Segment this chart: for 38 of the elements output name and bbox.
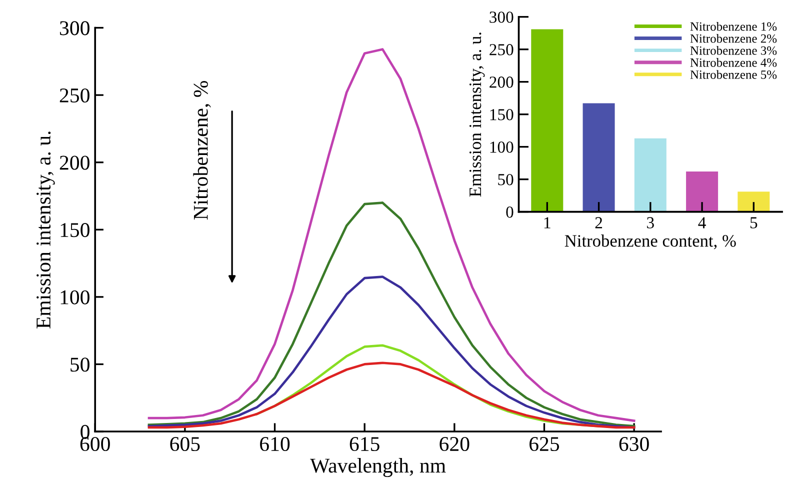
x-tick-label: 5 — [750, 217, 758, 228]
x-tick-label: 3 — [647, 217, 654, 228]
legend-label: Nitrobenzene 1% — [690, 22, 777, 31]
y-tick-label: 150 — [60, 223, 90, 238]
x-tick-label: 1 — [544, 217, 550, 228]
legend-label: Nitrobenzene 4% — [690, 58, 777, 67]
y-tick-label: 100 — [490, 142, 514, 153]
y-tick-label: 100 — [60, 290, 90, 304]
x-tick-label: 630 — [619, 436, 649, 452]
annotation: Nitrobenzene, % — [193, 80, 211, 220]
y-tick-label: 50 — [70, 358, 90, 372]
y-axis-title: Emission intensity, a. u. — [469, 32, 485, 197]
legend-label: Nitrobenzene 3% — [690, 46, 777, 55]
legend-label: Nitrobenzene 2% — [690, 34, 777, 43]
y-tick-label: 300 — [490, 12, 514, 23]
line-series — [148, 276, 636, 429]
y-tick-label: 50 — [498, 174, 514, 186]
x-tick-label: 620 — [440, 436, 470, 452]
x-tick-label: 600 — [80, 436, 110, 452]
x-tick-label: 625 — [530, 437, 560, 452]
y-tick-label: 200 — [490, 76, 514, 88]
x-tick-label: 610 — [260, 436, 290, 452]
x-axis-title: Nitrobenzene content, % — [564, 234, 736, 250]
line-series — [148, 362, 636, 429]
x-tick-label: 2 — [595, 217, 602, 228]
legend-label: Nitrobenzene 5% — [690, 70, 777, 79]
y-tick-label: 0 — [80, 424, 90, 439]
y-axis-title: Emission intensity, a. u. — [36, 132, 55, 328]
y-tick-label: 150 — [490, 109, 514, 120]
x-tick-label: 605 — [170, 436, 200, 452]
y-tick-label: 250 — [490, 44, 514, 56]
x-tick-label: 4 — [698, 217, 706, 228]
x-axis-title: Wavelength, nm — [310, 458, 446, 478]
x-tick-label: 615 — [350, 437, 380, 452]
y-tick-label: 300 — [60, 21, 90, 36]
y-tick-label: 200 — [60, 156, 90, 170]
y-tick-label: 250 — [60, 88, 90, 102]
y-tick-label: 0 — [506, 206, 514, 218]
